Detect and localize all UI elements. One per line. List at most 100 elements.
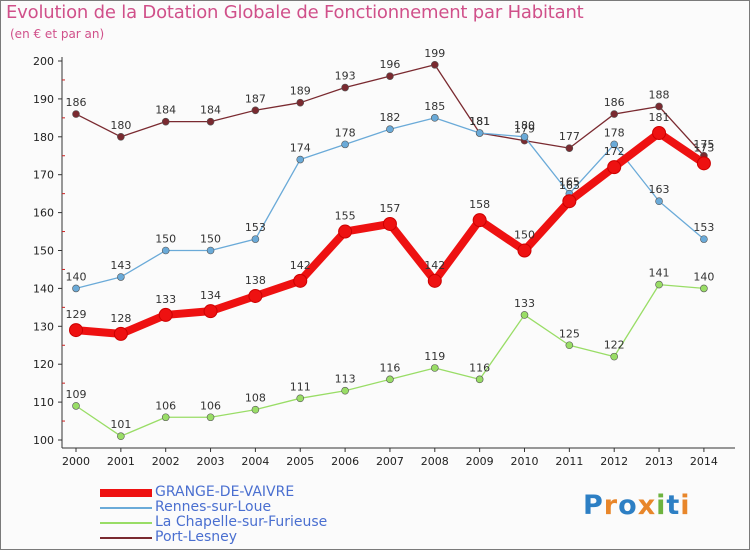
- y-tick-label: 100: [33, 434, 54, 447]
- logo-letter: r: [603, 490, 619, 521]
- series-grange-de-vaivre: 129 128 133 134 138 142 155 157 142 158 150 163 172 1…: [66, 111, 714, 341]
- data-point: [161, 117, 170, 126]
- data-point: [117, 133, 125, 141]
- data-point: [386, 375, 394, 384]
- logo-letter: o: [618, 490, 638, 521]
- line-chart: 100 110 120 130 140 150 160 170 180 190 200 2000 200…: [33, 47, 735, 468]
- logo-letter: i: [656, 490, 667, 521]
- legend-label: La Chapelle-sur-Furieuse: [155, 514, 328, 530]
- data-point: [206, 117, 215, 126]
- data-label: 185: [424, 100, 445, 113]
- data-label: 173: [693, 141, 714, 154]
- data-point: [607, 160, 622, 175]
- legend-swatch: [100, 489, 152, 497]
- data-label: 143: [110, 259, 131, 272]
- data-point: [296, 394, 305, 403]
- data-point: [203, 304, 218, 319]
- data-point: [520, 133, 529, 141]
- x-tick-label: 2003: [197, 455, 225, 468]
- data-point: [565, 144, 574, 152]
- x-tick-label: 2013: [645, 455, 673, 468]
- y-tick-label: 180: [33, 131, 54, 144]
- data-point: [610, 140, 619, 149]
- data-point: [386, 125, 394, 134]
- legend-label: GRANGE-DE-VAIVRE: [155, 484, 295, 500]
- data-label: 186: [66, 96, 87, 109]
- x-tick-label: 2011: [555, 455, 583, 468]
- data-point: [251, 235, 260, 243]
- data-point: [293, 273, 308, 288]
- data-point: [562, 194, 577, 209]
- logo-letter: x: [637, 490, 657, 521]
- data-point: [338, 224, 353, 239]
- data-point: [117, 273, 125, 281]
- x-tick-label: 2002: [152, 455, 180, 468]
- chart-subtitle: (en € et par an): [10, 27, 105, 41]
- data-point: [296, 155, 305, 164]
- x-tick-label: 2014: [690, 455, 718, 468]
- data-label: 122: [604, 339, 625, 352]
- data-point: [610, 352, 619, 361]
- data-label: 187: [245, 92, 266, 105]
- data-point: [386, 72, 394, 80]
- data-label: 140: [66, 270, 87, 283]
- data-label: 157: [379, 202, 400, 215]
- x-tick-label: 2006: [331, 455, 359, 468]
- y-tick-label: 140: [33, 282, 54, 295]
- data-point: [72, 110, 80, 118]
- data-point: [251, 405, 260, 414]
- data-point: [206, 413, 215, 422]
- data-point: [161, 246, 170, 255]
- data-point: [696, 156, 711, 171]
- data-label: 175: [693, 138, 714, 151]
- data-label: 111: [290, 380, 311, 393]
- data-point: [655, 102, 663, 111]
- y-tick-label: 190: [33, 93, 54, 106]
- data-label: 116: [469, 361, 490, 374]
- data-label: 189: [290, 85, 311, 98]
- x-tick-label: 2000: [62, 455, 90, 468]
- data-label: 113: [335, 373, 356, 386]
- data-label: 180: [110, 119, 131, 132]
- data-point: [520, 311, 529, 319]
- logo-letter: i: [680, 490, 691, 521]
- data-label: 138: [245, 274, 266, 287]
- data-label: 199: [424, 47, 445, 60]
- data-point: [700, 284, 708, 293]
- data-label: 150: [155, 233, 176, 246]
- data-point: [475, 129, 484, 137]
- data-label: 174: [290, 142, 311, 155]
- x-tick-label: 2012: [600, 455, 628, 468]
- legend-label: Port-Lesney: [155, 529, 238, 545]
- x-tick-label: 2008: [421, 455, 449, 468]
- data-label: 125: [559, 327, 580, 340]
- data-label: 133: [514, 297, 535, 310]
- data-label: 133: [155, 293, 176, 306]
- y-tick-label: 160: [33, 207, 54, 220]
- legend-label: Rennes-sur-Loue: [155, 499, 272, 515]
- data-label: 181: [649, 111, 670, 124]
- data-point: [296, 98, 305, 107]
- data-label: 119: [424, 350, 445, 363]
- data-point: [655, 280, 663, 289]
- data-point: [113, 326, 128, 341]
- data-point: [158, 307, 173, 322]
- data-label: 181: [469, 115, 490, 128]
- data-point: [341, 386, 349, 395]
- data-point: [161, 413, 170, 422]
- series-la-chapelle-sur-furieuse: 109 101 106 106 108 111 113 116 119 116 133 125 122 1…: [66, 267, 714, 441]
- chart-title: Evolution de la Dotation Globale de Fonc…: [6, 2, 584, 23]
- proxiti-logo: Proxiti: [583, 490, 691, 521]
- data-label: 196: [379, 58, 400, 71]
- data-label: 172: [604, 145, 625, 158]
- data-point: [475, 375, 484, 384]
- data-point: [430, 114, 439, 122]
- data-label: 129: [66, 308, 87, 321]
- logo-letter: t: [666, 490, 681, 521]
- data-point: [655, 197, 663, 206]
- data-label: 150: [200, 233, 221, 246]
- data-point: [341, 83, 349, 92]
- data-label: 188: [649, 88, 670, 101]
- data-label: 179: [514, 123, 535, 136]
- data-point: [430, 60, 439, 69]
